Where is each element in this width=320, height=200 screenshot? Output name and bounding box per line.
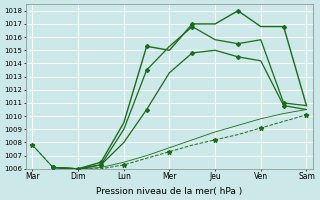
X-axis label: Pression niveau de la mer( hPa ): Pression niveau de la mer( hPa ) [96, 187, 243, 196]
